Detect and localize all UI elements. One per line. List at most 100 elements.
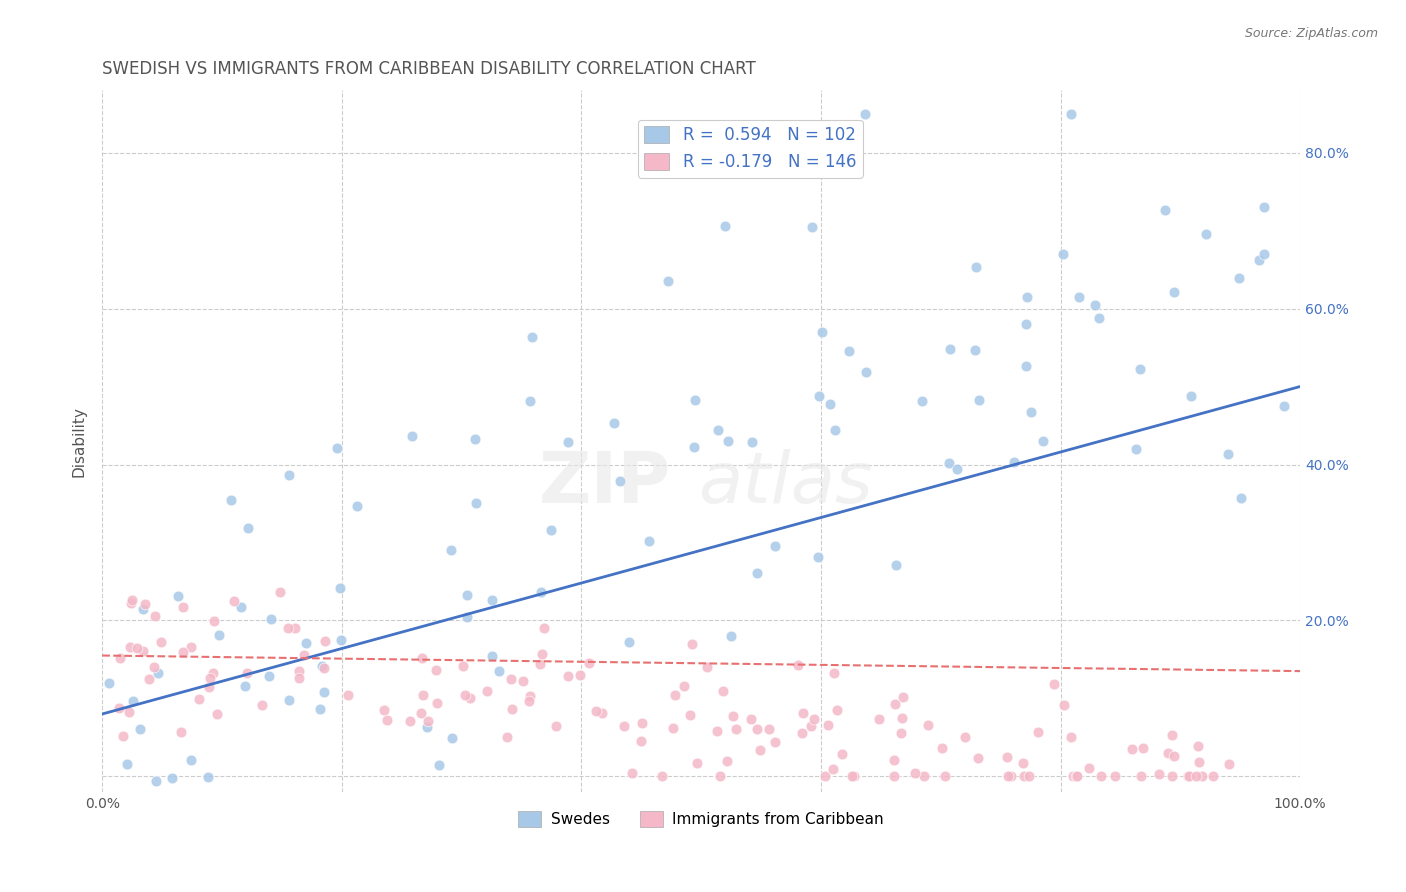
Point — [869, 712, 891, 726]
Point — [1053, 698, 1076, 712]
Point — [945, 462, 967, 476]
Point — [208, 628, 231, 642]
Point — [138, 672, 160, 686]
Point — [679, 708, 702, 723]
Point — [401, 429, 423, 443]
Point — [278, 467, 301, 482]
Point — [1059, 106, 1081, 120]
Point — [818, 396, 841, 410]
Point — [853, 106, 876, 120]
Point — [787, 657, 810, 672]
Point — [1015, 359, 1038, 373]
Point — [530, 584, 553, 599]
Point — [891, 690, 914, 704]
Point — [724, 722, 747, 736]
Point — [481, 592, 503, 607]
Point — [740, 712, 762, 726]
Point — [530, 647, 553, 661]
Point — [603, 416, 626, 430]
Point — [696, 660, 718, 674]
Point — [259, 669, 281, 683]
Point — [613, 719, 636, 733]
Point — [519, 689, 541, 703]
Point — [657, 274, 679, 288]
Point — [707, 423, 730, 437]
Point — [721, 709, 744, 723]
Point — [1032, 434, 1054, 448]
Point — [1064, 769, 1087, 783]
Point — [800, 719, 823, 733]
Point — [312, 685, 335, 699]
Point — [800, 219, 823, 234]
Point — [288, 671, 311, 685]
Point — [269, 585, 291, 599]
Point — [1163, 748, 1185, 763]
Point — [418, 714, 440, 728]
Point — [681, 637, 703, 651]
Point — [416, 720, 439, 734]
Point — [1163, 285, 1185, 299]
Point — [1272, 399, 1295, 413]
Point — [172, 645, 194, 659]
Point — [309, 702, 332, 716]
Point — [1129, 362, 1152, 376]
Point — [150, 635, 173, 649]
Point — [1230, 491, 1253, 505]
Point — [709, 769, 731, 783]
Point — [1026, 724, 1049, 739]
Point — [229, 599, 252, 614]
Point — [412, 688, 434, 702]
Point — [912, 769, 935, 783]
Point — [917, 718, 939, 732]
Point — [277, 621, 299, 635]
Point — [180, 640, 202, 654]
Point — [890, 711, 912, 725]
Point — [160, 772, 183, 786]
Point — [1015, 317, 1038, 331]
Point — [817, 717, 839, 731]
Point — [1090, 769, 1112, 783]
Point — [519, 394, 541, 409]
Point — [685, 392, 707, 407]
Point — [235, 679, 257, 693]
Point — [120, 596, 142, 610]
Point — [619, 635, 641, 649]
Point — [118, 640, 141, 654]
Point — [458, 690, 481, 705]
Point — [763, 539, 786, 553]
Point — [831, 747, 853, 761]
Point — [1088, 310, 1111, 325]
Point — [142, 660, 165, 674]
Point — [1132, 741, 1154, 756]
Point — [758, 722, 780, 736]
Point — [311, 659, 333, 673]
Point — [456, 588, 478, 602]
Point — [841, 769, 863, 783]
Point — [488, 664, 510, 678]
Point — [706, 724, 728, 739]
Point — [188, 691, 211, 706]
Point — [792, 706, 814, 721]
Point — [883, 753, 905, 767]
Point — [814, 769, 837, 783]
Point — [965, 260, 987, 275]
Point — [118, 705, 141, 719]
Point — [250, 698, 273, 713]
Point — [373, 704, 395, 718]
Point — [811, 325, 834, 339]
Point — [167, 589, 190, 603]
Text: ZIP: ZIP — [538, 449, 672, 517]
Text: atlas: atlas — [697, 449, 872, 517]
Point — [883, 769, 905, 783]
Point — [1218, 756, 1240, 771]
Point — [807, 549, 830, 564]
Point — [855, 365, 877, 379]
Point — [685, 756, 707, 771]
Point — [169, 808, 191, 822]
Point — [427, 758, 450, 772]
Point — [1125, 442, 1147, 456]
Point — [1195, 227, 1218, 241]
Point — [134, 597, 156, 611]
Point — [180, 808, 202, 822]
Point — [409, 706, 432, 720]
